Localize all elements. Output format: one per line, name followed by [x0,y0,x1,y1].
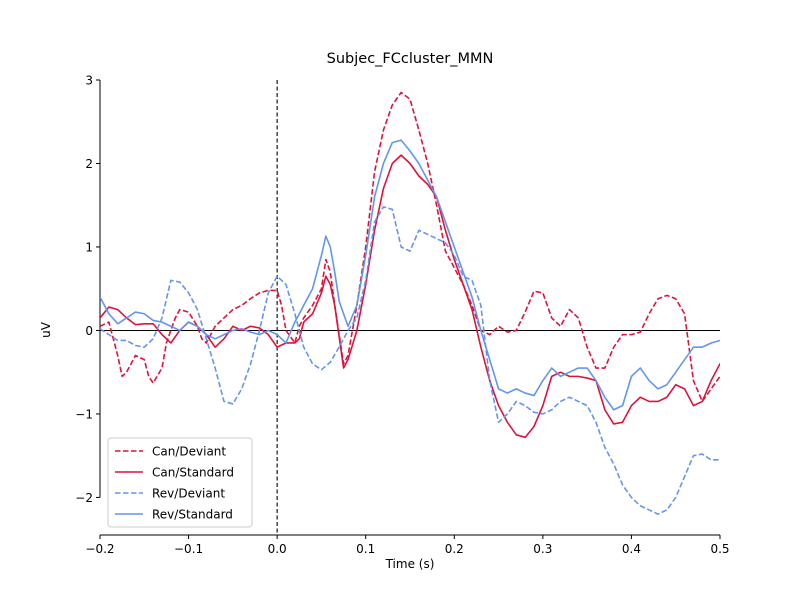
legend-label: Rev/Deviant [152,487,225,501]
chart-title: Subjec_FCcluster_MMN [327,51,494,67]
series-layer [100,91,720,515]
y-tick-label: 2 [85,157,93,171]
x-tick-label: 0.3 [533,542,552,556]
x-tick-label: −0.1 [174,542,203,556]
x-tick-label: 0.4 [622,542,641,556]
x-tick-label: 0.0 [268,542,287,556]
series-line-rev-deviant [100,206,720,515]
y-tick-label: 3 [85,74,93,88]
y-axis-label: uV [39,321,53,338]
axes: −0.2 −0.1 0.0 0.1 0.2 0.3 0.4 0.5 −2 −1 0 1 2 3 [75,74,729,557]
y-tick-label: −2 [75,491,93,505]
y-tick-label: −1 [75,407,93,421]
series-line-can-standard [100,154,720,439]
y-tick-label: 0 [85,324,93,338]
series-line-can-deviant [100,91,720,403]
y-tick-label: 1 [85,240,93,254]
legend-frame [107,437,253,528]
legend-label: Rev/Standard [152,508,233,522]
legend-label: Can/Standard [152,466,234,480]
legend: Can/Deviant Can/Standard Rev/Deviant Rev/St… [107,437,253,528]
x-tick-label: 0.5 [710,542,729,556]
x-axis-label: Time (s) [385,557,435,571]
x-tick-label: 0.1 [356,542,375,556]
series-line-rev-standard [100,139,720,411]
x-tick-label: 0.2 [445,542,464,556]
x-tick-label: −0.2 [85,542,114,556]
legend-label: Can/Deviant [152,445,226,459]
